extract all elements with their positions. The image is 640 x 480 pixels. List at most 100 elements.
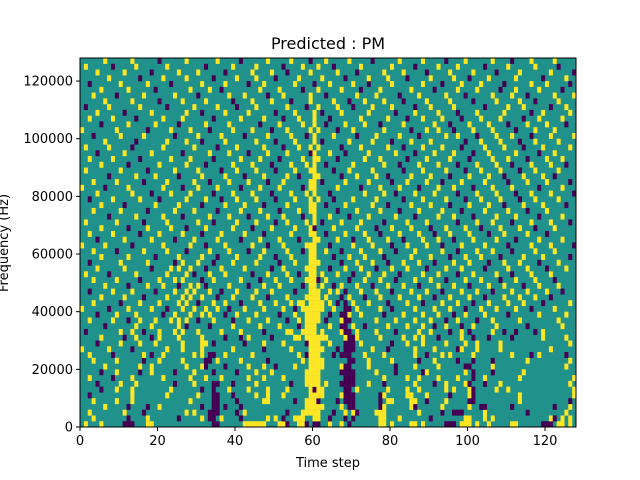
heatmap-cell [463,254,468,260]
heatmap-cell [417,357,422,364]
heatmap-cell [304,242,309,249]
heatmap-cell [312,363,317,370]
heatmap-cell [297,75,302,82]
heatmap-cell [122,294,127,301]
heatmap-cell [339,380,344,387]
heatmap-cell [231,380,236,387]
heatmap-cell [266,398,271,405]
heatmap-cell [405,115,410,122]
heatmap-cell [351,242,356,249]
heatmap-cell [320,357,325,364]
heatmap-cell [316,357,321,364]
heatmap-cell [281,392,286,399]
heatmap-cell [266,392,271,399]
heatmap-cell [312,179,317,185]
heatmap-cell [308,346,313,353]
heatmap-cell [235,196,240,203]
y-tick-label: 40000 [32,305,73,320]
heatmap-cell [246,386,251,393]
heatmap-cell [463,415,468,422]
heatmap-cell [324,380,329,387]
heatmap-cell [374,369,379,376]
heatmap-cell [475,132,480,139]
heatmap-cell [390,305,395,312]
heatmap-cell [304,323,309,330]
heatmap-cell [506,300,511,307]
heatmap-cell [285,173,290,180]
heatmap-cell [339,352,344,358]
heatmap-cell [498,254,503,260]
heatmap-cell [463,225,468,232]
heatmap-cell [335,236,340,243]
heatmap-cell [107,75,112,82]
heatmap-cell [556,317,561,324]
heatmap-cell [188,398,193,405]
heatmap-cell [467,230,472,237]
heatmap-cell [490,328,495,335]
heatmap-cell [552,415,557,422]
heatmap-cell [196,69,201,76]
heatmap-cell [517,392,522,399]
heatmap-cell [215,207,220,214]
heatmap-cell [293,305,298,312]
heatmap-cell [308,196,313,203]
heatmap-cell [498,346,503,353]
heatmap-cell [463,340,468,347]
heatmap-cell [529,81,534,87]
heatmap-cell [87,352,92,358]
heatmap-cell [378,230,383,237]
heatmap-cell [424,392,429,399]
heatmap-cell [308,202,313,209]
heatmap-cell [471,150,476,157]
heatmap-cell [494,236,499,243]
heatmap-cell [517,225,522,232]
heatmap-cell [300,86,305,93]
heatmap-cell [343,265,348,272]
heatmap-cell [421,334,426,341]
heatmap-cell [436,161,441,168]
heatmap-cell [242,409,247,416]
heatmap-cell [277,86,282,93]
heatmap-cell [312,311,317,318]
heatmap-cell [312,167,317,174]
heatmap-cell [486,300,491,307]
heatmap-cell [238,58,243,64]
heatmap-cell [405,375,410,382]
heatmap-cell [308,242,313,249]
heatmap-cell [149,369,154,376]
heatmap-cell [173,236,178,243]
heatmap-cell [215,294,220,301]
heatmap-cell [176,265,181,272]
heatmap-cell [215,184,220,191]
heatmap-cell [235,398,240,405]
heatmap-cell [331,225,336,232]
heatmap-cell [277,207,282,214]
heatmap-cell [517,138,522,145]
heatmap-cell [145,225,150,232]
heatmap-cell [196,300,201,307]
heatmap-cell [413,421,418,428]
heatmap-cell [83,63,88,70]
heatmap-cell [297,207,302,214]
heatmap-cell [366,380,371,387]
heatmap-cell [308,288,313,295]
heatmap-cell [382,392,387,399]
heatmap-cell [490,288,495,295]
y-tick-label: 120000 [23,75,73,90]
heatmap-cell [409,254,414,260]
heatmap-cell [502,144,507,151]
heatmap-cell [312,115,317,122]
heatmap-cell [99,161,104,168]
heatmap-cell [145,282,150,289]
heatmap-cell [397,132,402,139]
heatmap-cell [211,380,216,387]
heatmap-cell [273,277,278,284]
heatmap-cell [91,277,96,284]
heatmap-cell [506,156,511,162]
heatmap-cell [316,127,321,134]
heatmap-cell [331,132,336,139]
heatmap-cell [359,144,364,151]
x-tick-label: 40 [227,434,244,449]
heatmap-cell [176,317,181,324]
heatmap-cell [498,196,503,203]
